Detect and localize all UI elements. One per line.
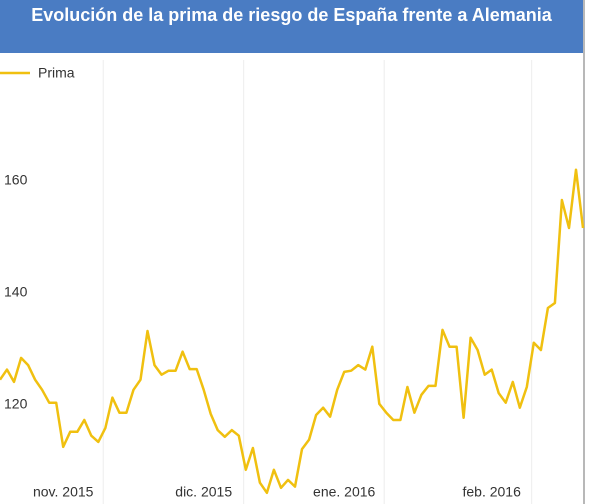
y-tick-label: 120 (4, 396, 28, 412)
x-tick-label: nov. 2015 (33, 484, 94, 500)
y-tick-label: 160 (4, 172, 28, 188)
series-line (0, 168, 585, 495)
frame-edge (583, 0, 585, 504)
x-tick-label: feb. 2016 (462, 484, 521, 500)
x-tick-label: dic. 2015 (175, 484, 232, 500)
chart-title: Evolución de la prima de riesgo de Españ… (0, 0, 583, 53)
x-tick-label: ene. 2016 (313, 484, 375, 500)
y-tick-label: 140 (4, 284, 28, 300)
legend-label: Prima (38, 65, 75, 81)
